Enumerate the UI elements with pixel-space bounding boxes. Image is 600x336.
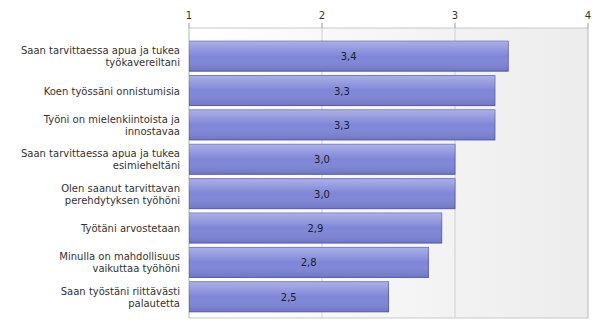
data-label: 2,9 [307,223,323,234]
tick-mark [322,23,323,28]
chart-svg: 1 2 3 4 3,4 3,3 3,3 3,0 3,0 2,9 2,8 2,5 Saan tarvitt… [0,0,600,336]
category-label-line: Koen työssäni onnistumisia [44,86,180,97]
bar [189,110,495,140]
category-label-line: esimieheltäni [113,160,180,171]
bar-shade [189,179,455,209]
category-label-line: Minulla on mahdollisuus [59,251,180,262]
bar-shade [189,76,495,106]
bars [189,41,508,312]
data-label: 3,0 [314,154,330,165]
data-label: 2,8 [301,257,317,268]
tick-mark [588,23,589,28]
category-label: Minulla on mahdollisuusvaikuttaa työhöni [59,251,180,274]
category-label-line: Olen saanut tarvittavan [61,183,180,194]
category-label: Saan työstäni riittävästipalautetta [61,286,180,309]
tick-label: 2 [319,10,325,21]
category-label: Työtäni arvostetaan [80,223,180,234]
data-label: 2,5 [281,292,297,303]
bar-shade [189,213,442,243]
category-label: Työni on mielenkiintoista jainnostavaa [43,114,180,137]
plot-area [189,28,588,318]
category-label: Koen työssäni onnistumisia [44,86,180,97]
bar [189,144,455,174]
category-label: Olen saanut tarvittavanperehdytyksen työ… [61,183,180,206]
category-label-line: innostavaa [125,126,180,137]
labels: 3,4 3,3 3,3 3,0 3,0 2,9 2,8 2,5 Saan tarvittaess… [21,45,357,309]
category-label-line: työkavereiltani [105,57,180,68]
bar [189,179,455,209]
chart-container: 1 2 3 4 3,4 3,3 3,3 3,0 3,0 2,9 2,8 2,5 Saan tarvitt… [0,0,600,336]
bar-shade [189,144,455,174]
category-label-line: perehdytyksen työhöni [65,195,180,206]
data-label: 3,4 [341,51,357,62]
category-label-line: Saan tarvittaessa apua ja tukea [21,148,180,159]
category-label-line: Työni on mielenkiintoista ja [43,114,180,125]
bar [189,213,442,243]
data-label: 3,0 [314,189,330,200]
category-label-line: Saan työstäni riittävästi [61,286,180,297]
tick-label: 3 [452,10,458,21]
bar-shade [189,282,389,312]
bar-shade [189,110,495,140]
category-label: Saan tarvittaessa apua ja tukeaesimiehel… [21,148,180,171]
bar [189,76,495,106]
tick-mark [455,23,456,28]
category-label-line: palautetta [128,298,180,309]
tick-mark [189,23,190,28]
category-label-line: Saan tarvittaessa apua ja tukea [21,45,180,56]
category-label-line: vaikuttaa työhöni [93,263,180,274]
data-label: 3,3 [334,120,350,131]
grid-line [588,28,589,318]
bar [189,41,508,71]
data-label: 3,3 [334,86,350,97]
category-label-line: Työtäni arvostetaan [80,223,180,234]
category-label: Saan tarvittaessa apua ja tukeatyökavere… [21,45,180,68]
bar [189,247,428,277]
bar-shade [189,41,508,71]
tick-label: 4 [585,10,591,21]
bar-shade [189,247,428,277]
bar [189,282,389,312]
tick-label: 1 [186,10,192,21]
